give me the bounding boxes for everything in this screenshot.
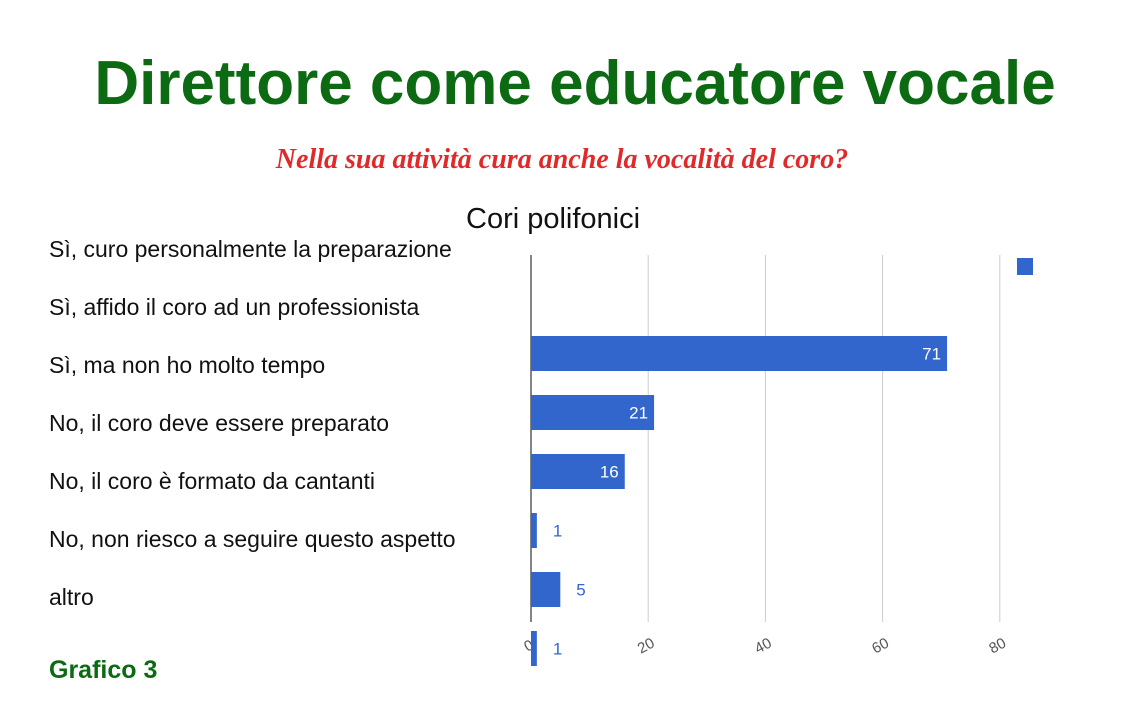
bar	[531, 336, 948, 371]
data-label: 1	[553, 640, 562, 659]
x-tick-label: 40	[752, 635, 775, 658]
bar	[531, 395, 655, 430]
data-label: 1	[553, 522, 562, 541]
category-label: No, il coro deve essere preparato	[49, 410, 390, 436]
category-label: Sì, ma non ho molto tempo	[49, 352, 326, 378]
data-label: 5	[576, 581, 585, 600]
legend-swatch	[1017, 258, 1033, 275]
data-label: 16	[600, 463, 619, 482]
x-tick-label: 80	[986, 635, 1009, 658]
category-label: No, il coro è formato da cantanti	[49, 468, 375, 494]
data-label: 71	[922, 345, 941, 364]
bar	[531, 572, 561, 607]
bar	[531, 513, 537, 548]
category-label: altro	[49, 584, 94, 610]
x-tick-label: 20	[635, 635, 658, 658]
data-label: 21	[629, 404, 648, 423]
category-label: No, non riesco a seguire questo aspetto	[49, 526, 456, 552]
category-label: Sì, curo personalmente la preparazione	[49, 236, 452, 262]
chart-title: Cori polifonici	[466, 203, 641, 235]
bar	[531, 631, 537, 666]
category-label: Sì, affido il coro ad un professionista	[49, 294, 420, 320]
figure-caption: Grafico 3	[49, 656, 158, 684]
page-subtitle: Nella sua attività cura anche la vocalit…	[275, 144, 849, 175]
x-tick-label: 60	[869, 635, 892, 658]
bar	[531, 454, 625, 489]
page-title: Direttore come educatore vocale	[94, 49, 1056, 118]
